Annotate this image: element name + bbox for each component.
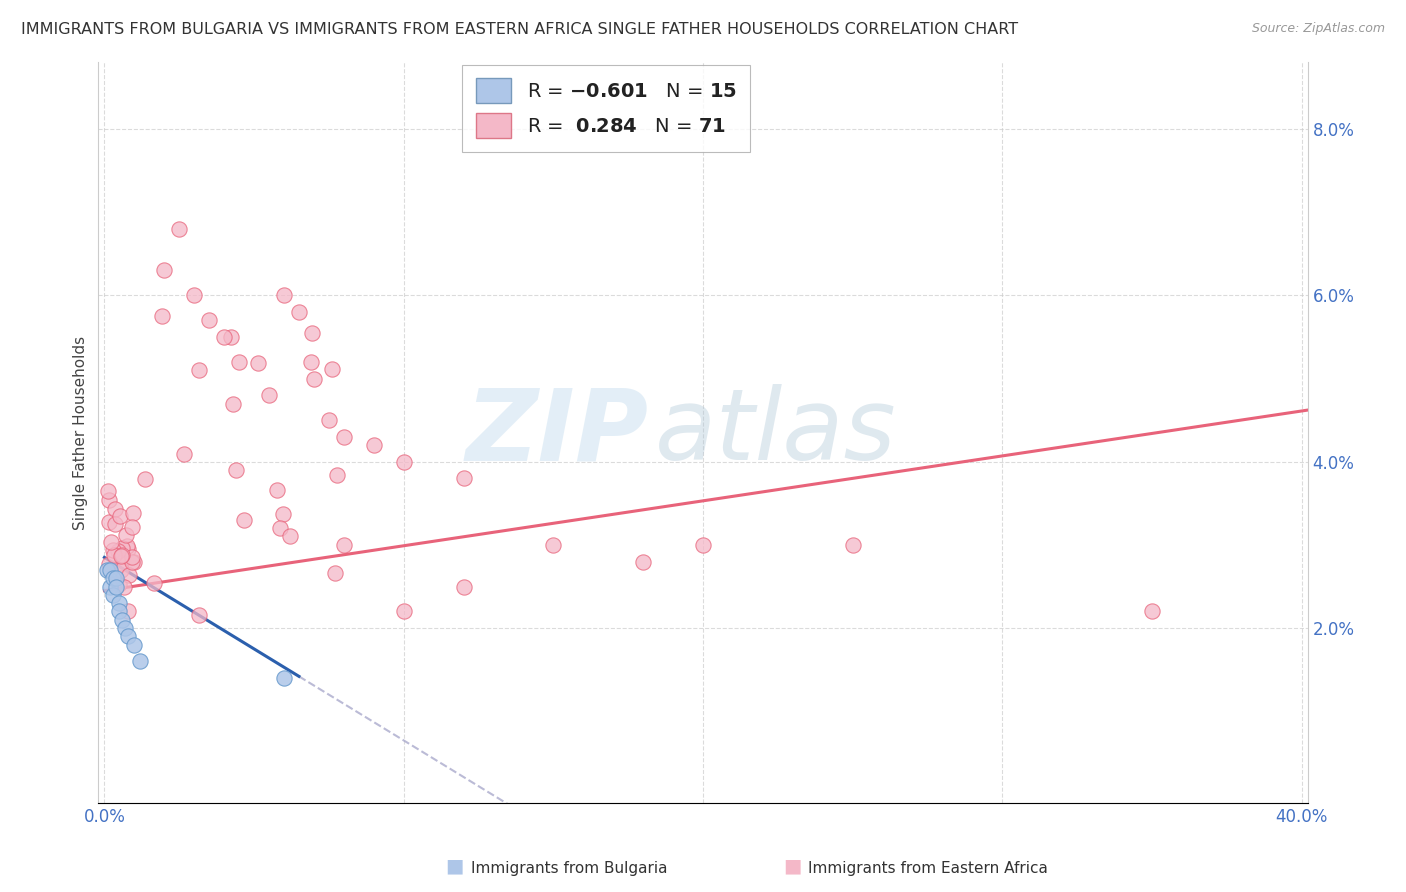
Point	[121, 555, 143, 569]
Point	[121, 549, 143, 564]
Point	[153, 263, 176, 277]
Point	[692, 538, 714, 552]
Point	[110, 563, 132, 577]
Point	[631, 555, 654, 569]
Point	[118, 567, 141, 582]
Text: Immigrants from Eastern Africa: Immigrants from Eastern Africa	[808, 861, 1049, 876]
Point	[111, 541, 134, 555]
Point	[100, 580, 122, 594]
Point	[108, 577, 131, 591]
Point	[183, 288, 205, 302]
Point	[302, 371, 325, 385]
Point	[105, 571, 128, 585]
Point	[198, 313, 221, 327]
Point	[333, 430, 356, 444]
Point	[103, 571, 125, 585]
Legend: R = $\mathbf{-0.601}$   N = $\mathbf{15}$, R =  $\mathbf{0.284}$   N = $\mathbf{: R = $\mathbf{-0.601}$ N = $\mathbf{15}$,…	[463, 65, 751, 152]
Text: Immigrants from Bulgaria: Immigrants from Bulgaria	[471, 861, 668, 876]
Point	[333, 538, 356, 552]
Point	[103, 548, 125, 562]
Point	[103, 588, 125, 602]
Point	[108, 596, 131, 610]
Point	[124, 638, 146, 652]
Text: ■: ■	[446, 857, 464, 876]
Text: Source: ZipAtlas.com: Source: ZipAtlas.com	[1251, 22, 1385, 36]
Point	[105, 580, 128, 594]
Point	[134, 472, 156, 486]
Point	[111, 613, 134, 627]
Point	[98, 492, 121, 507]
Point	[841, 538, 863, 552]
Point	[104, 502, 127, 516]
Point	[98, 516, 121, 530]
Point	[325, 467, 347, 482]
Point	[321, 362, 343, 376]
Point	[247, 356, 270, 370]
Point	[117, 629, 139, 643]
Text: IMMIGRANTS FROM BULGARIA VS IMMIGRANTS FROM EASTERN AFRICA SINGLE FATHER HOUSEHO: IMMIGRANTS FROM BULGARIA VS IMMIGRANTS F…	[21, 22, 1018, 37]
Text: ■: ■	[783, 857, 801, 876]
Point	[278, 529, 301, 543]
Point	[111, 548, 134, 562]
Point	[318, 413, 340, 427]
Point	[1140, 605, 1163, 619]
Point	[392, 455, 415, 469]
Point	[117, 542, 139, 557]
Point	[233, 513, 256, 527]
Point	[129, 654, 152, 668]
Point	[188, 607, 211, 622]
Point	[101, 543, 124, 558]
Point	[212, 330, 235, 344]
Point	[112, 581, 135, 595]
Point	[114, 621, 136, 635]
Point	[543, 538, 565, 552]
Point	[108, 605, 131, 619]
Point	[257, 388, 280, 402]
Point	[273, 671, 295, 685]
Point	[107, 544, 129, 558]
Y-axis label: Single Father Households: Single Father Households	[73, 335, 89, 530]
Point	[110, 556, 132, 570]
Point	[288, 305, 311, 319]
Point	[115, 539, 138, 553]
Point	[122, 555, 145, 569]
Point	[225, 463, 247, 477]
Point	[97, 483, 120, 498]
Point	[173, 447, 195, 461]
Point	[117, 604, 139, 618]
Point	[100, 534, 122, 549]
Point	[150, 309, 173, 323]
Point	[221, 330, 243, 344]
Point	[188, 363, 211, 377]
Point	[273, 288, 295, 302]
Point	[269, 521, 291, 535]
Point	[222, 396, 245, 410]
Point	[299, 355, 322, 369]
Point	[323, 566, 346, 580]
Point	[98, 558, 121, 572]
Point	[228, 355, 250, 369]
Point	[114, 528, 136, 542]
Point	[121, 520, 143, 534]
Point	[363, 438, 385, 452]
Point	[271, 507, 294, 521]
Point	[100, 563, 122, 577]
Point	[142, 575, 165, 590]
Point	[453, 580, 475, 594]
Point	[108, 508, 131, 523]
Point	[122, 506, 145, 520]
Point	[392, 605, 415, 619]
Point	[104, 516, 127, 531]
Point	[266, 483, 288, 497]
Point	[167, 222, 190, 236]
Point	[301, 326, 323, 340]
Text: ZIP: ZIP	[465, 384, 648, 481]
Point	[110, 549, 132, 564]
Point	[453, 471, 475, 485]
Point	[96, 563, 118, 577]
Text: atlas: atlas	[655, 384, 896, 481]
